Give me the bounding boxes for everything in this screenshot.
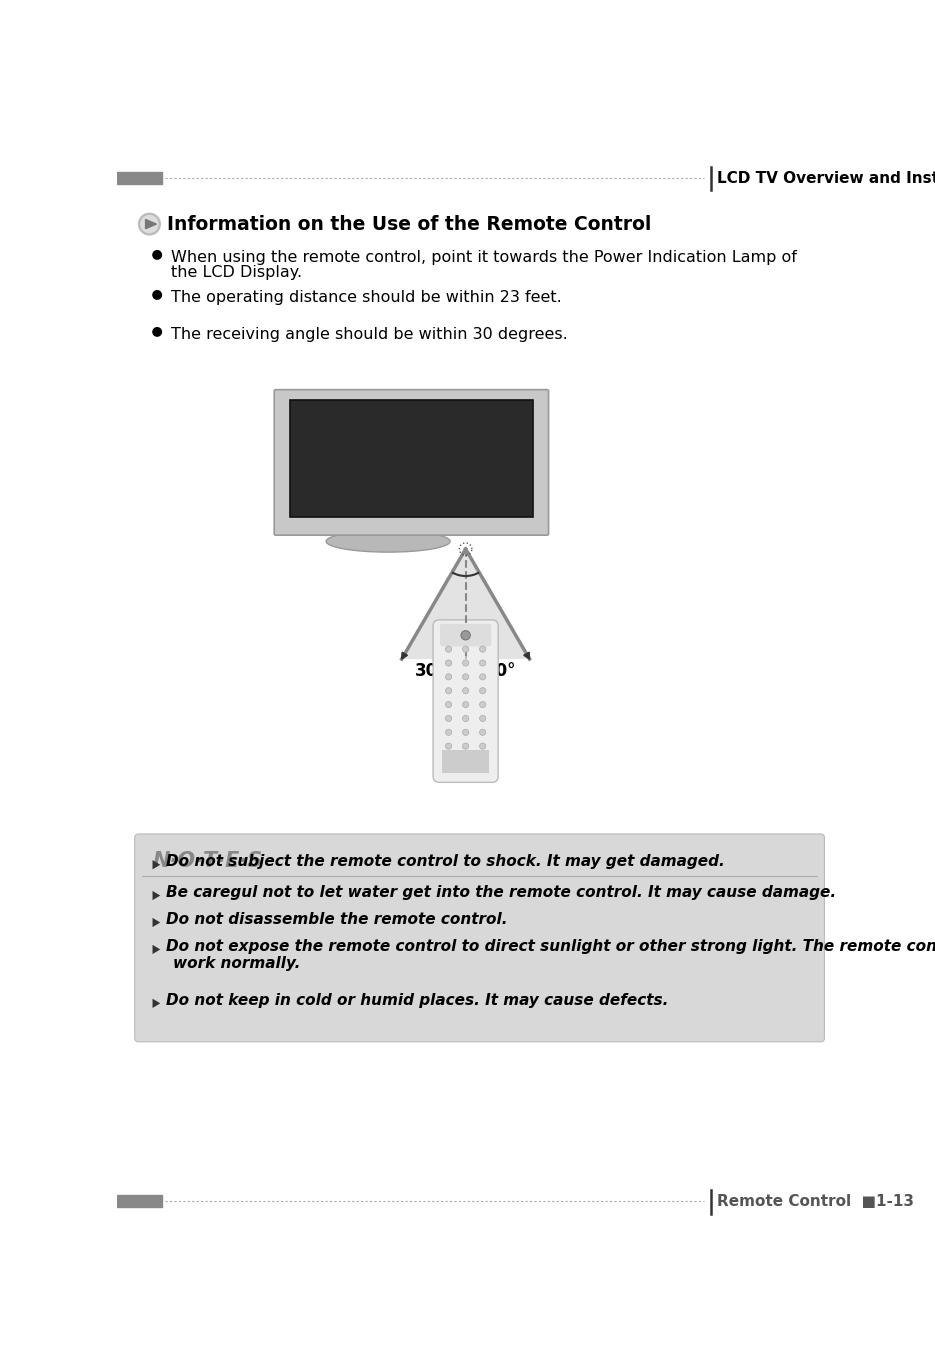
Circle shape	[461, 630, 470, 640]
Circle shape	[480, 729, 486, 735]
Bar	[290, 401, 533, 517]
Circle shape	[153, 328, 162, 336]
FancyBboxPatch shape	[433, 619, 498, 782]
Circle shape	[480, 715, 486, 722]
Circle shape	[445, 729, 452, 735]
Polygon shape	[152, 917, 160, 927]
Bar	[117, 172, 162, 185]
Circle shape	[463, 729, 468, 735]
FancyBboxPatch shape	[135, 834, 825, 1042]
Circle shape	[463, 744, 468, 749]
Circle shape	[480, 701, 486, 708]
Circle shape	[445, 701, 452, 708]
Text: the LCD Display.: the LCD Display.	[171, 265, 302, 280]
Text: Be caregul not to let water get into the remote control. It may cause damage.: Be caregul not to let water get into the…	[165, 884, 836, 899]
Text: When using the remote control, point it towards the Power Indication Lamp of: When using the remote control, point it …	[171, 250, 797, 265]
Polygon shape	[146, 220, 156, 228]
Polygon shape	[524, 652, 529, 659]
Text: work normally.: work normally.	[174, 956, 301, 971]
FancyBboxPatch shape	[274, 390, 549, 534]
Circle shape	[463, 674, 468, 679]
Polygon shape	[152, 860, 160, 869]
Circle shape	[445, 660, 452, 666]
Circle shape	[480, 744, 486, 749]
Ellipse shape	[326, 530, 450, 552]
Bar	[442, 750, 489, 774]
Text: N·O·T·E·S: N·O·T·E·S	[152, 850, 263, 871]
Circle shape	[138, 213, 160, 235]
Text: Do not expose the remote control to direct sunlight or other strong light. The r: Do not expose the remote control to dire…	[165, 939, 935, 954]
Polygon shape	[152, 945, 160, 954]
Circle shape	[480, 674, 486, 679]
Circle shape	[153, 291, 162, 299]
Circle shape	[141, 216, 158, 232]
Circle shape	[463, 660, 468, 666]
FancyBboxPatch shape	[440, 623, 491, 647]
Text: Information on the Use of the Remote Control: Information on the Use of the Remote Con…	[167, 215, 652, 234]
Circle shape	[445, 744, 452, 749]
Circle shape	[463, 701, 468, 708]
Circle shape	[445, 688, 452, 694]
Circle shape	[463, 688, 468, 694]
Text: Do not keep in cold or humid places. It may cause defects.: Do not keep in cold or humid places. It …	[165, 992, 669, 1007]
Circle shape	[153, 250, 162, 260]
Text: Do not subject the remote control to shock. It may get damaged.: Do not subject the remote control to sho…	[165, 854, 725, 869]
Circle shape	[480, 660, 486, 666]
Text: The receiving angle should be within 30 degrees.: The receiving angle should be within 30 …	[171, 327, 568, 342]
Text: Do not disassemble the remote control.: Do not disassemble the remote control.	[165, 912, 507, 927]
Bar	[117, 1195, 162, 1207]
Circle shape	[480, 647, 486, 652]
Polygon shape	[152, 999, 160, 1007]
Text: Remote Control  ■1-13: Remote Control ■1-13	[717, 1195, 913, 1210]
Polygon shape	[402, 550, 529, 659]
Text: LCD TV Overview and Installation: LCD TV Overview and Installation	[717, 171, 935, 186]
Polygon shape	[402, 652, 408, 659]
Circle shape	[445, 647, 452, 652]
Polygon shape	[152, 891, 160, 899]
Circle shape	[463, 647, 468, 652]
Text: 30°: 30°	[484, 662, 516, 679]
Circle shape	[480, 688, 486, 694]
Text: The operating distance should be within 23 feet.: The operating distance should be within …	[171, 290, 562, 305]
Text: 30°: 30°	[415, 662, 447, 679]
Circle shape	[463, 715, 468, 722]
Circle shape	[445, 674, 452, 679]
Circle shape	[445, 715, 452, 722]
